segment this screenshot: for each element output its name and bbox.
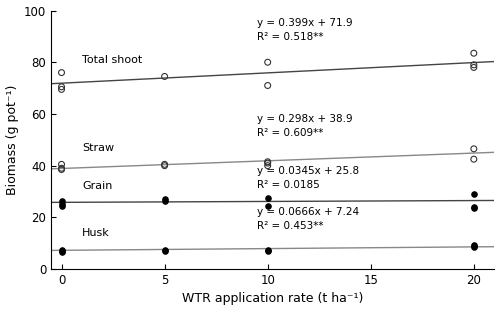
Point [264,60,272,65]
X-axis label: WTR application rate (t ha⁻¹): WTR application rate (t ha⁻¹) [182,292,364,305]
Text: Grain: Grain [82,182,112,192]
Point [160,197,168,202]
Point [470,243,478,248]
Text: y = 0.0666x + 7.24
R² = 0.453**: y = 0.0666x + 7.24 R² = 0.453** [258,207,360,231]
Point [470,51,478,56]
Point [264,203,272,208]
Point [160,163,168,168]
Point [58,70,66,75]
Point [58,84,66,89]
Point [58,203,66,208]
Text: Straw: Straw [82,143,114,153]
Text: y = 0.399x + 71.9
R² = 0.518**: y = 0.399x + 71.9 R² = 0.518** [258,18,353,42]
Point [58,247,66,252]
Point [160,198,168,203]
Point [58,250,66,255]
Point [58,202,66,207]
Point [58,248,66,253]
Point [58,167,66,172]
Point [470,206,478,211]
Text: y = 0.298x + 38.9
R² = 0.609**: y = 0.298x + 38.9 R² = 0.609** [258,114,353,138]
Point [470,65,478,70]
Point [264,195,272,200]
Point [470,146,478,151]
Point [160,247,168,252]
Point [264,160,272,165]
Point [58,166,66,171]
Point [264,159,272,164]
Y-axis label: Biomass (g pot⁻¹): Biomass (g pot⁻¹) [6,85,18,195]
Point [160,248,168,253]
Point [470,192,478,197]
Point [470,157,478,162]
Text: y = 0.0345x + 25.8
R² = 0.0185: y = 0.0345x + 25.8 R² = 0.0185 [258,166,360,190]
Point [470,62,478,67]
Point [160,162,168,167]
Point [470,244,478,249]
Point [470,205,478,210]
Text: Total shoot: Total shoot [82,55,142,65]
Point [264,83,272,88]
Point [160,74,168,79]
Point [264,247,272,252]
Text: Husk: Husk [82,228,110,238]
Point [58,198,66,203]
Point [58,162,66,167]
Point [264,248,272,253]
Point [264,163,272,168]
Point [470,244,478,249]
Point [58,87,66,92]
